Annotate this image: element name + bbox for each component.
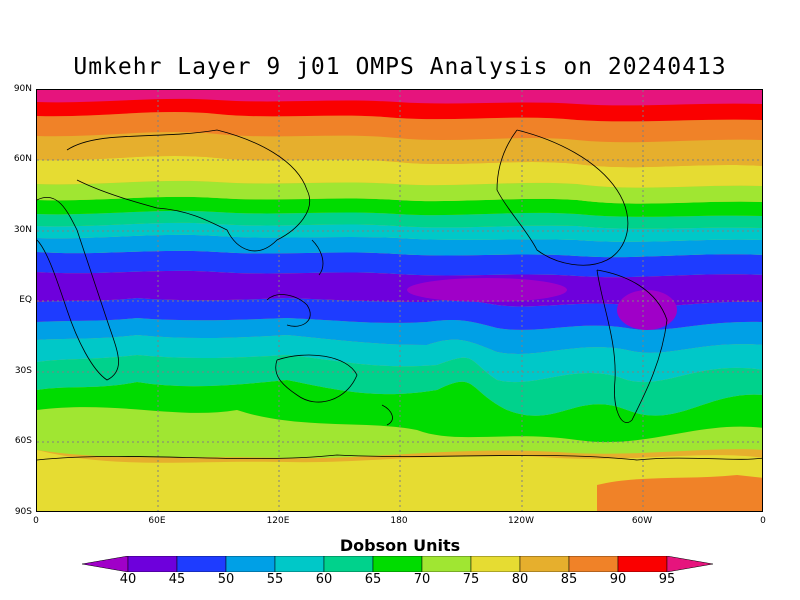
map-title: Umkehr Layer 9 j01 OMPS Analysis on 2024… (73, 54, 727, 80)
band-north-60 (37, 222, 762, 242)
colorbar-tick-label: 70 (413, 572, 431, 587)
band-north-100 (37, 90, 762, 106)
lat-label-eq: EQ (19, 295, 32, 305)
colorbar-tick-label: 55 (266, 572, 284, 587)
colorbar-segment (274, 556, 325, 572)
colorbar-tick-label: 90 (609, 572, 627, 587)
colorbar-tick-label: 65 (364, 572, 382, 587)
band-north-85 (37, 132, 762, 168)
lon-label-0-east: 0 (760, 516, 766, 526)
lat-label-60n: 60N (13, 154, 32, 164)
colorbar-segment (323, 556, 374, 572)
band-tropics-40b (617, 290, 677, 330)
colorbar-title: Dobson Units (339, 536, 461, 555)
colorbar-segment (176, 556, 227, 572)
ozone-field (37, 90, 762, 511)
band-south-50 (37, 298, 762, 330)
band-north-75 (37, 180, 762, 204)
lon-label-180: 180 (390, 516, 408, 526)
band-tropics-45 (37, 270, 762, 307)
band-north-65 (37, 210, 762, 229)
ozone-map (36, 89, 763, 512)
lon-label-60e: 60E (148, 516, 166, 526)
colorbar-tick-label: 50 (217, 572, 235, 587)
colorbar-tick-label: 60 (315, 572, 333, 587)
colorbar-segment (568, 556, 619, 572)
colorbar-arrow-right (666, 556, 714, 572)
colorbar-segment (617, 556, 668, 572)
colorbar-segment (127, 556, 178, 572)
colorbar-arrow-left (82, 556, 129, 572)
coastlines (37, 129, 762, 461)
colorbar (82, 556, 714, 572)
lon-label-120e: 120E (266, 516, 290, 526)
colorbar-tick-label: 85 (560, 572, 578, 587)
band-north-90 (37, 112, 762, 143)
colorbar-tick-label: 80 (511, 572, 529, 587)
band-tropics-40 (407, 278, 567, 302)
colorbar-tick-label: 95 (658, 572, 676, 587)
lat-label-90s: 90S (14, 507, 32, 517)
lat-label-30s: 30S (14, 366, 32, 376)
lon-label-0-west: 0 (33, 516, 39, 526)
lat-label-30n: 30N (13, 225, 32, 235)
band-south-75 (37, 407, 762, 459)
colorbar-tick-label: 40 (119, 572, 137, 587)
colorbar-segment (519, 556, 570, 572)
colorbar-tick-label: 75 (462, 572, 480, 587)
lon-label-60w: 60W (631, 516, 653, 526)
lat-label-60s: 60S (14, 436, 32, 446)
band-north-50 (37, 250, 762, 278)
colorbar-segment (372, 556, 423, 572)
colorbar-segment (225, 556, 276, 572)
lat-label-90n: 90N (13, 84, 32, 94)
lon-label-120w: 120W (507, 516, 535, 526)
band-south-60 (37, 335, 762, 383)
colorbar-segment (421, 556, 472, 572)
band-south-85 (597, 475, 762, 511)
grid-lines (37, 90, 762, 511)
colorbar-segment (470, 556, 521, 572)
colorbar-tick-label: 45 (168, 572, 186, 587)
